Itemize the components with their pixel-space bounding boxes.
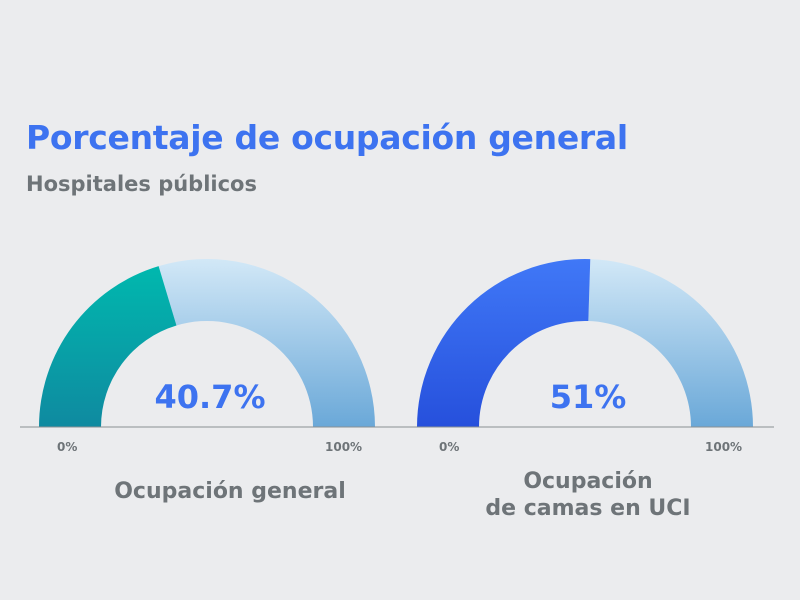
gauge-svg	[20, 259, 400, 428]
gauge-caption-ocupacion-general: Ocupación general	[20, 478, 440, 505]
gauge-caption-ocupacion-uci: Ocupación de camas en UCI	[398, 468, 778, 522]
gauge-caption-line: Ocupación general	[114, 479, 346, 504]
gauge-remaining-arc	[588, 259, 753, 427]
gauge-caption-line: Ocupación	[523, 469, 653, 494]
gauge-max-label: 100%	[705, 440, 743, 454]
gauge-value-arc	[39, 266, 177, 427]
gauge-ocupacion-uci: 51% 0% 100%	[398, 250, 778, 454]
gauge-min-label: 0%	[57, 440, 78, 454]
chart-subtitle: Hospitales públicos	[26, 172, 257, 196]
gauge-max-label: 100%	[325, 440, 363, 454]
gauge-ocupacion-general: 40.7% 0% 100%	[20, 250, 400, 454]
gauge-svg	[398, 259, 774, 428]
gauge-caption-line: de camas en UCI	[485, 496, 691, 521]
gauge-value-label: 40.7%	[154, 378, 266, 416]
gauge-remaining-arc	[158, 259, 375, 427]
gauge-value-arc	[417, 259, 591, 427]
gauge-min-label: 0%	[439, 440, 460, 454]
gauge-value-label: 51%	[549, 378, 627, 416]
chart-title: Porcentaje de ocupación general	[26, 118, 628, 157]
